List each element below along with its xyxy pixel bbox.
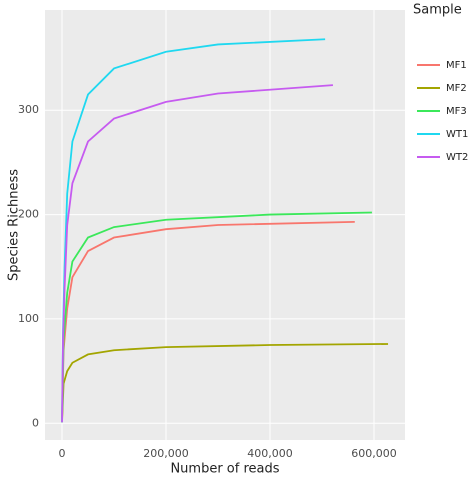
series-line bbox=[61, 84, 333, 423]
series-line bbox=[61, 211, 372, 423]
y-tick-label: 100 bbox=[18, 312, 39, 325]
legend-label: MF2 bbox=[446, 83, 467, 94]
series-line bbox=[61, 220, 355, 423]
legend-label: WT2 bbox=[446, 152, 468, 163]
x-axis-title: Number of reads bbox=[170, 462, 279, 477]
x-tick-label: 400,000 bbox=[247, 447, 293, 460]
legend-title: Sample bbox=[413, 3, 462, 18]
x-tick-label: 0 bbox=[59, 447, 66, 460]
x-tick-label: 600,000 bbox=[351, 447, 397, 460]
series-line bbox=[61, 343, 389, 423]
legend-label: MF1 bbox=[446, 60, 467, 71]
legend-label: WT1 bbox=[446, 129, 468, 140]
y-axis-title: Species Richness bbox=[7, 169, 22, 281]
legend-label: MF3 bbox=[446, 106, 467, 117]
y-tick-label: 300 bbox=[18, 103, 39, 116]
y-tick-label: 200 bbox=[18, 208, 39, 221]
y-tick-label: 0 bbox=[32, 416, 39, 429]
x-tick-label: 200,000 bbox=[143, 447, 189, 460]
